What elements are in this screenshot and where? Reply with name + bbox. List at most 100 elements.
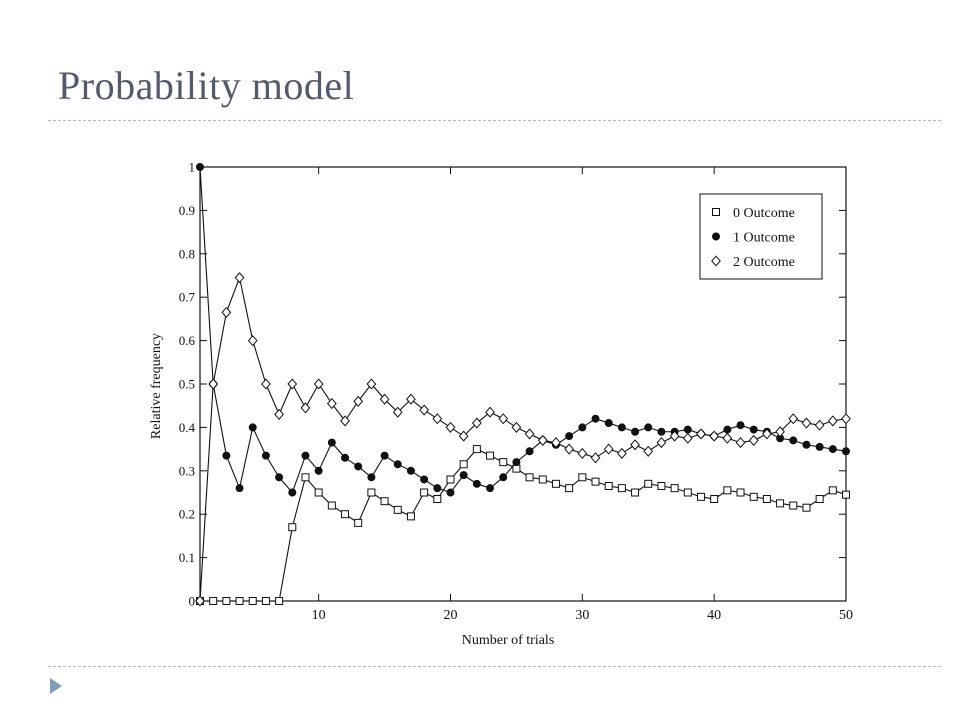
y-axis-label: Relative frequency xyxy=(149,333,164,439)
data-point xyxy=(578,423,587,432)
data-point xyxy=(736,421,745,430)
data-point xyxy=(789,436,798,445)
series-2 xyxy=(195,272,851,607)
data-point xyxy=(248,423,257,432)
data-point xyxy=(525,447,534,456)
data-point xyxy=(762,428,772,440)
data-point xyxy=(222,597,231,605)
data-point xyxy=(524,428,535,440)
legend-box xyxy=(699,193,823,280)
data-point xyxy=(459,471,468,480)
data-point xyxy=(472,479,481,488)
x-axis: 10 20 30 40 50 xyxy=(312,167,853,623)
data-point xyxy=(420,475,429,484)
data-point xyxy=(644,479,653,488)
data-point xyxy=(512,458,521,467)
data-point xyxy=(565,432,574,441)
data-point xyxy=(275,473,284,482)
data-point xyxy=(393,460,402,469)
data-point xyxy=(776,499,785,508)
y-tick-label: 0.7 xyxy=(179,290,196,305)
x-tick-label: 40 xyxy=(707,608,721,623)
y-tick-label: 0.9 xyxy=(179,203,195,218)
data-point xyxy=(722,432,733,444)
data-point xyxy=(499,473,508,482)
data-point xyxy=(709,430,720,442)
data-point xyxy=(551,479,560,488)
data-point xyxy=(288,523,297,532)
data-point xyxy=(406,393,416,405)
data-point xyxy=(195,595,205,607)
data-point xyxy=(682,432,693,444)
data-point xyxy=(406,512,415,521)
data-point xyxy=(275,597,284,605)
data-point xyxy=(380,497,389,506)
data-point xyxy=(775,426,785,438)
data-point xyxy=(248,597,257,605)
data-point xyxy=(749,425,758,434)
series-layer xyxy=(195,162,851,607)
data-point xyxy=(472,445,481,454)
footer-divider xyxy=(48,666,941,667)
data-point xyxy=(234,272,245,284)
data-point xyxy=(670,484,679,493)
data-point xyxy=(499,458,508,467)
data-point xyxy=(762,495,771,504)
triangle-bullet-icon xyxy=(49,677,63,700)
data-point xyxy=(353,395,364,407)
slide-title: Probability model xyxy=(58,63,355,108)
data-point xyxy=(631,488,640,497)
data-point xyxy=(815,442,824,451)
data-point xyxy=(406,466,415,475)
data-point xyxy=(235,484,244,493)
data-point xyxy=(565,484,574,493)
data-point xyxy=(485,406,495,418)
data-point xyxy=(498,413,509,425)
data-point xyxy=(459,460,468,469)
data-point xyxy=(340,415,350,427)
data-point xyxy=(221,306,232,318)
data-point xyxy=(710,495,719,504)
data-point xyxy=(366,378,377,390)
data-point xyxy=(247,335,258,347)
y-tick-label: 0.5 xyxy=(179,377,195,392)
data-point xyxy=(815,495,824,504)
data-point xyxy=(341,453,350,462)
data-point xyxy=(749,492,758,501)
data-point xyxy=(657,427,666,436)
legend-label: 1 Outcome xyxy=(733,231,795,246)
series-line xyxy=(199,275,847,602)
data-point xyxy=(551,437,561,449)
y-tick-label: 1 xyxy=(189,160,196,175)
series-0 xyxy=(196,445,850,605)
data-point xyxy=(458,430,469,442)
data-point xyxy=(367,473,376,482)
data-point xyxy=(617,423,626,432)
data-point xyxy=(643,445,654,457)
y-axis: 0 0.1 0.2 0.3 0.4 0.5 0.6 0.7 0.8 0.9 1 xyxy=(179,160,846,609)
data-point xyxy=(723,425,732,434)
data-point xyxy=(748,434,759,446)
data-point xyxy=(802,503,811,512)
data-point xyxy=(327,438,336,447)
data-point xyxy=(486,484,495,493)
data-point xyxy=(301,451,310,460)
data-point xyxy=(537,434,548,446)
data-point xyxy=(222,451,231,460)
data-point xyxy=(736,488,745,497)
x-axis-label: Number of trials xyxy=(462,633,555,648)
title-divider xyxy=(48,120,941,121)
data-point xyxy=(617,484,626,493)
data-point xyxy=(341,510,350,519)
data-point xyxy=(696,492,705,501)
data-point xyxy=(828,445,837,454)
data-point xyxy=(314,488,323,497)
data-point xyxy=(788,413,799,425)
data-point xyxy=(432,413,443,425)
data-point xyxy=(657,481,666,490)
data-point xyxy=(354,518,363,527)
data-point xyxy=(564,443,575,455)
data-point xyxy=(314,466,323,475)
data-point xyxy=(195,162,204,171)
